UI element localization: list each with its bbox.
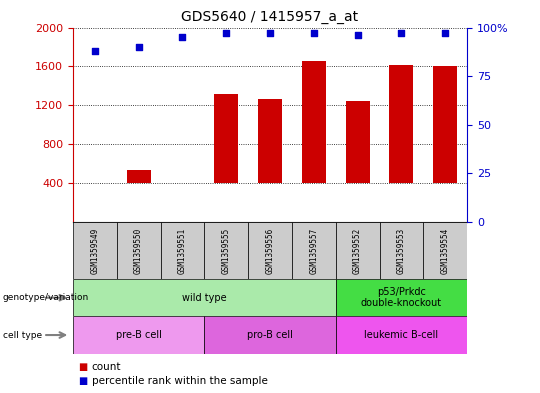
Text: pro-B cell: pro-B cell xyxy=(247,330,293,340)
Bar xyxy=(160,222,204,279)
Text: GSM1359556: GSM1359556 xyxy=(266,228,274,274)
Text: pre-B cell: pre-B cell xyxy=(116,330,161,340)
Bar xyxy=(302,61,326,183)
Text: genotype/variation: genotype/variation xyxy=(3,293,89,302)
Point xyxy=(397,30,406,37)
Text: GSM1359552: GSM1359552 xyxy=(353,228,362,274)
Bar xyxy=(258,99,282,183)
Text: GSM1359549: GSM1359549 xyxy=(90,228,99,274)
Bar xyxy=(117,222,160,279)
Bar xyxy=(248,222,292,279)
Bar xyxy=(204,316,336,354)
Bar xyxy=(336,316,467,354)
Point xyxy=(441,30,449,37)
Text: GSM1359554: GSM1359554 xyxy=(441,228,450,274)
Point xyxy=(309,30,318,37)
Text: wild type: wild type xyxy=(182,293,227,303)
Point xyxy=(266,30,274,37)
Text: ■: ■ xyxy=(78,362,87,373)
Point xyxy=(91,48,99,54)
Text: GSM1359550: GSM1359550 xyxy=(134,228,143,274)
Point xyxy=(222,30,231,37)
Bar xyxy=(126,171,151,183)
Point xyxy=(353,32,362,39)
Text: GSM1359557: GSM1359557 xyxy=(309,228,318,274)
Bar xyxy=(292,222,336,279)
Bar xyxy=(204,222,248,279)
Text: ■: ■ xyxy=(78,376,87,386)
Point xyxy=(178,34,187,40)
Bar xyxy=(73,222,117,279)
Text: percentile rank within the sample: percentile rank within the sample xyxy=(92,376,268,386)
Text: cell type: cell type xyxy=(3,331,42,340)
Title: GDS5640 / 1415957_a_at: GDS5640 / 1415957_a_at xyxy=(181,10,359,24)
Text: leukemic B-cell: leukemic B-cell xyxy=(364,330,438,340)
Bar xyxy=(346,101,370,183)
Text: GSM1359553: GSM1359553 xyxy=(397,228,406,274)
Bar xyxy=(380,222,423,279)
Bar xyxy=(433,66,457,183)
Bar xyxy=(73,316,204,354)
Point xyxy=(134,44,143,50)
Bar xyxy=(214,94,238,183)
Text: GSM1359551: GSM1359551 xyxy=(178,228,187,274)
Bar xyxy=(73,279,336,316)
Bar xyxy=(336,279,467,316)
Bar xyxy=(336,222,380,279)
Text: p53/Prkdc
double-knockout: p53/Prkdc double-knockout xyxy=(361,287,442,309)
Bar xyxy=(423,222,467,279)
Bar xyxy=(389,66,414,183)
Text: count: count xyxy=(92,362,122,373)
Text: GSM1359555: GSM1359555 xyxy=(222,228,231,274)
